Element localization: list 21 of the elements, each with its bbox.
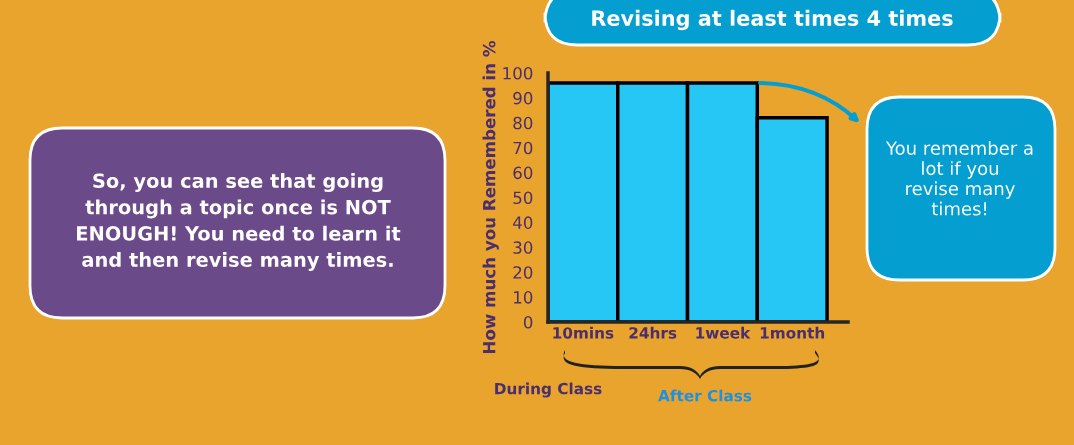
x-tick-label: 1month [760, 326, 825, 339]
text: After Class [658, 389, 752, 402]
x-tick-label: 24hrs [629, 326, 677, 339]
text: So, you can see that going through a topic once is NOT ENOUGH! You need to learn it and then revise many times. [77, 173, 401, 271]
text: You remember a lot if you revise many times! [885, 140, 1033, 216]
y-tick-label: 40 [513, 216, 533, 229]
y-tick-label: 0 [523, 315, 533, 329]
y-tick-label: 10 [514, 291, 533, 304]
x-tick-label: 1week [696, 326, 751, 339]
x-tick-label: 10mins [553, 326, 614, 339]
chart-title: Revising at least times 4 times [592, 9, 953, 31]
y-tick-label: 20 [513, 266, 533, 279]
y-tick-label: 100 [503, 66, 533, 80]
y-tick-label: 50 [513, 191, 533, 205]
y-tick-label: 30 [513, 241, 533, 254]
y-tick-label: 80 [513, 116, 533, 130]
y-tick-label: 70 [513, 141, 533, 155]
text: During Class [495, 382, 602, 398]
y-axis-title: How much you Remembered in % [482, 40, 499, 354]
y-tick-label: 60 [513, 166, 533, 180]
y-tick-label: 90 [513, 91, 533, 105]
